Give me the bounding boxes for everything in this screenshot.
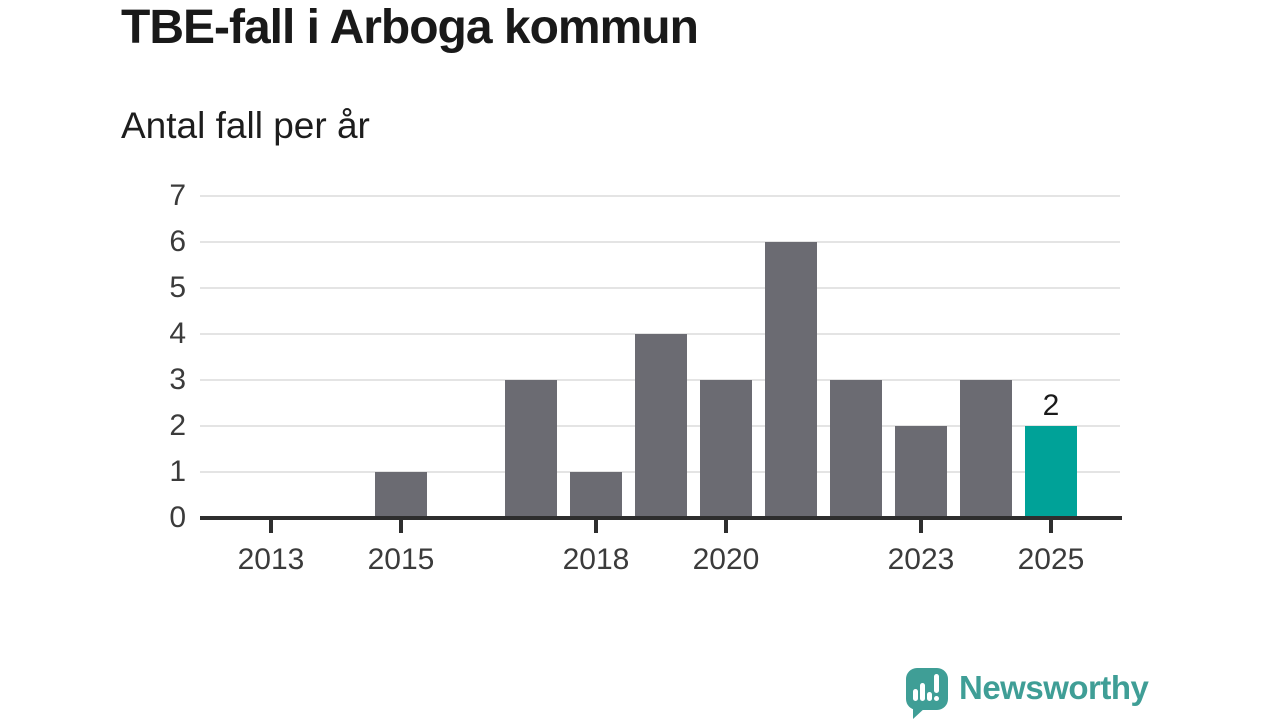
bar-2021 [765,242,817,518]
y-axis-tick-label: 6 [169,225,186,258]
bar-2023 [895,426,947,518]
y-axis-tick-label: 7 [169,179,186,212]
x-axis-tick [594,520,598,533]
chart-title: TBE-fall i Arboga kommun [121,1,699,54]
bar-2020 [700,380,752,518]
x-axis-tick-label: 2015 [367,543,435,576]
bar-2025-highlighted [1025,426,1077,518]
logo-exclamation-dot [934,696,939,701]
gridline-y-7 [200,195,1120,197]
gridline-y-6 [200,241,1120,243]
bar-2018 [570,472,622,518]
x-axis-tick-label: 2013 [237,543,305,576]
y-axis-tick-label: 1 [169,455,186,488]
y-axis-tick-label: 4 [169,317,186,350]
y-axis-tick-label: 3 [169,363,186,396]
y-axis-tick-label: 5 [169,271,186,304]
y-axis-tick-label: 0 [169,501,186,534]
logo-bar-2 [920,683,925,701]
x-axis-line [200,516,1122,520]
chart-subtitle: Antal fall per år [121,105,370,146]
bar-2017 [505,380,557,518]
x-axis-tick-label: 2025 [1017,543,1085,576]
x-axis-tick [724,520,728,533]
logo-bar-1 [913,689,918,701]
newsworthy-branding: Newsworthy [906,665,1149,719]
x-axis-tick-label: 2018 [562,543,630,576]
x-axis-tick-label: 2023 [887,543,955,576]
bar-2022 [830,380,882,518]
y-axis-tick-label: 2 [169,409,186,442]
x-axis-tick [1049,520,1053,533]
gridline-y-5 [200,287,1120,289]
logo-exclamation-stem [934,674,939,693]
newsworthy-logo-icon [906,668,948,719]
bar-2015 [375,472,427,518]
brand-name: Newsworthy [959,669,1149,706]
logo-bar-3 [927,692,932,701]
bar-2019 [635,334,687,518]
x-axis-tick-label: 2020 [692,543,760,576]
bar-value-label: 2 [1042,389,1060,422]
x-axis-tick [919,520,923,533]
speech-bubble-tail [913,707,926,719]
x-axis-tick [269,520,273,533]
x-axis-tick [399,520,403,533]
bar-2024 [960,380,1012,518]
